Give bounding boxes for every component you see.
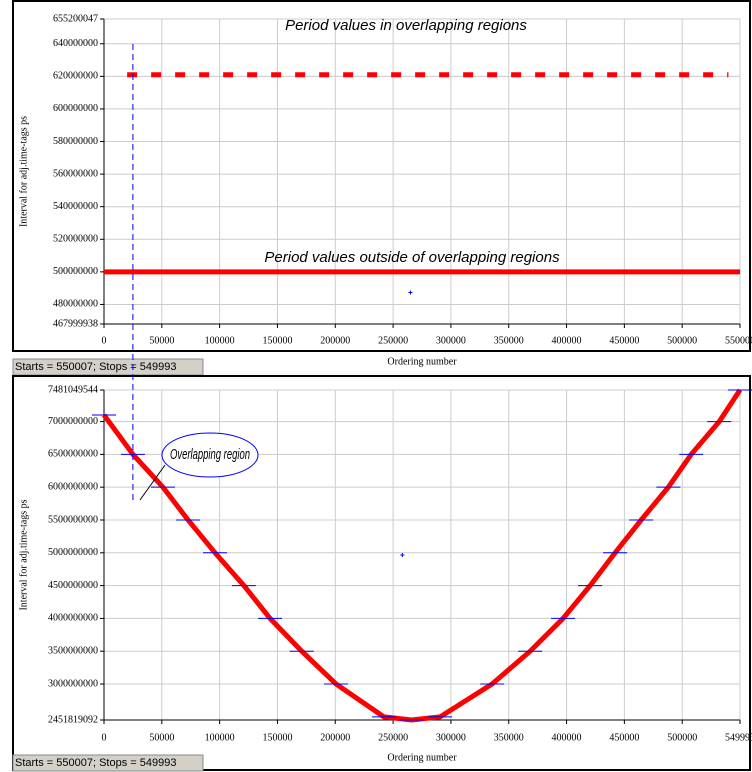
y-tick-label: 6000000000	[48, 481, 98, 492]
y-tick-label: 480000000	[53, 299, 98, 310]
x-tick-label: 0	[102, 335, 107, 346]
y-tick-label: 5000000000	[48, 547, 98, 558]
data-point	[408, 290, 413, 295]
status-text: Starts = 550007; Stops = 549993	[15, 361, 176, 373]
x-tick-label: 250000	[378, 732, 408, 743]
x-tick-label: 100000	[205, 732, 235, 743]
y-tick-label: 620000000	[53, 71, 98, 82]
x-tick-label: 450000	[609, 732, 639, 743]
x-tick-label: 350000	[494, 335, 524, 346]
data-line	[101, 388, 743, 723]
panel-frame	[12, 0, 751, 352]
x-axis-title: Ordering number	[387, 356, 457, 367]
x-tick-label: 50000	[149, 732, 174, 743]
y-tick-label: 2451819092	[48, 714, 98, 725]
x-tick-label: 550000	[725, 335, 752, 346]
y-tick-label: 580000000	[53, 136, 98, 147]
y-tick-label: 7481049544	[48, 384, 98, 395]
y-tick-label: 540000000	[53, 201, 98, 212]
x-tick-label: 350000	[494, 732, 524, 743]
annotation: Period values in overlapping regions	[285, 17, 527, 34]
annotation-bubble	[161, 432, 259, 478]
x-tick-label: 150000	[262, 335, 292, 346]
annotation-pointer	[139, 464, 166, 501]
y-tick-label: 500000000	[53, 266, 98, 277]
y-tick-label: 4000000000	[48, 613, 98, 624]
y-tick-label: 655200047	[53, 13, 98, 24]
x-tick-label: 400000	[552, 335, 582, 346]
annotation: Period values outside of overlapping reg…	[264, 249, 560, 266]
y-tick-label: 4500000000	[48, 580, 98, 591]
x-tick-label: 500000	[667, 335, 697, 346]
y-tick-label: 520000000	[53, 234, 98, 245]
x-axis-title: Ordering number	[387, 752, 457, 763]
x-tick-label: 450000	[609, 335, 639, 346]
y-axis-title: Interval for adj.time-tags ps	[18, 499, 29, 610]
x-tick-label: 400000	[552, 732, 582, 743]
annotation: Overlapping region	[170, 446, 250, 463]
x-tick-label: 300000	[436, 335, 466, 346]
x-tick-label: 0	[102, 732, 107, 743]
y-tick-label: 7000000000	[48, 416, 98, 427]
x-tick-label: 150000	[262, 732, 292, 743]
y-tick-label: 6500000000	[48, 449, 98, 460]
data-point	[400, 552, 405, 557]
x-tick-label: 549993	[725, 732, 752, 743]
y-tick-label: 467999938	[53, 318, 98, 329]
x-tick-label: 250000	[378, 335, 408, 346]
x-tick-label: 200000	[320, 732, 350, 743]
y-tick-label: 600000000	[53, 103, 98, 114]
x-tick-label: 500000	[667, 732, 697, 743]
y-tick-label: 5500000000	[48, 514, 98, 525]
y-tick-label: 3500000000	[48, 646, 98, 657]
y-tick-label: 3000000000	[48, 678, 98, 689]
panel-frame	[12, 375, 751, 771]
status-text: Starts = 550007; Stops = 549993	[15, 757, 176, 769]
x-tick-label: 200000	[320, 335, 350, 346]
y-tick-label: 640000000	[53, 38, 98, 49]
x-tick-label: 100000	[205, 335, 235, 346]
x-tick-label: 300000	[436, 732, 466, 743]
y-tick-label: 560000000	[53, 168, 98, 179]
x-tick-label: 50000	[149, 335, 174, 346]
y-axis-title: Interval for adj.time-tags ps	[18, 116, 29, 227]
status-bar	[12, 754, 204, 772]
